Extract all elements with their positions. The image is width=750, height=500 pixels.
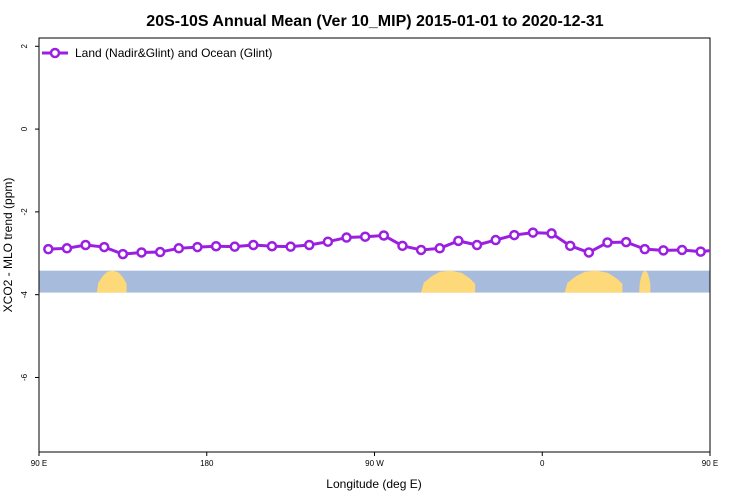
data-point xyxy=(509,229,520,241)
x-tick-label: 180 xyxy=(200,459,214,468)
data-point xyxy=(602,237,613,248)
map-ocean-band xyxy=(39,270,710,293)
x-tick-label: 90 E xyxy=(31,459,47,468)
map-land-segment xyxy=(564,270,623,293)
data-point xyxy=(98,241,110,253)
data-point xyxy=(434,243,445,254)
x-tick-label: 0 xyxy=(540,459,545,468)
data-point xyxy=(117,248,129,260)
data-point xyxy=(154,246,166,258)
data-point xyxy=(248,239,259,251)
data-point xyxy=(639,243,651,255)
y-axis-label: XCO2 - MLO trend (ppm) xyxy=(1,178,15,313)
data-point xyxy=(378,230,390,241)
series-group xyxy=(43,227,742,260)
data-point xyxy=(192,241,203,253)
map-land-segment xyxy=(421,270,476,293)
data-point xyxy=(471,239,483,251)
map-land-segment xyxy=(96,270,127,293)
legend: Land (Nadir&Glint) and Ocean (Glint) xyxy=(42,46,272,60)
data-point xyxy=(304,239,315,251)
data-point xyxy=(564,240,576,252)
data-point xyxy=(397,240,408,252)
data-point xyxy=(658,245,669,256)
data-point xyxy=(453,235,464,247)
data-point xyxy=(415,244,427,256)
data-point xyxy=(359,231,371,242)
data-point xyxy=(210,240,222,252)
data-point xyxy=(136,247,147,258)
data-point xyxy=(266,240,278,252)
data-point xyxy=(490,234,501,246)
data-point xyxy=(61,243,73,254)
legend-marker-swatch xyxy=(49,47,61,59)
y-tick-label: 2 xyxy=(20,44,29,49)
data-point xyxy=(80,239,91,251)
x-tick-label: 90 E xyxy=(702,459,718,468)
data-point xyxy=(620,236,632,248)
x-tick-label: 90 W xyxy=(365,459,384,468)
map-land-segment xyxy=(639,270,651,293)
data-point xyxy=(229,241,240,252)
data-point xyxy=(341,232,352,243)
y-tick-label: -4 xyxy=(20,291,29,299)
x-axis-label: Longitude (deg E) xyxy=(326,477,421,491)
data-point xyxy=(715,246,723,254)
data-point xyxy=(527,227,539,238)
legend-entry-label: Land (Nadir&Glint) and Ocean (Glint) xyxy=(75,46,272,60)
data-point xyxy=(43,243,54,255)
data-point xyxy=(173,243,185,254)
data-point xyxy=(695,246,706,257)
data-point xyxy=(676,244,688,256)
data-point xyxy=(285,241,296,252)
data-point xyxy=(583,247,595,258)
y-tick-label: -6 xyxy=(20,373,29,381)
data-point xyxy=(322,236,334,247)
data-point xyxy=(734,245,742,253)
chart-title: 20S-10S Annual Mean (Ver 10_MIP) 2015-01… xyxy=(146,13,604,30)
plot-area: 90 E 180 90 W 0 90 E 2 0 -2 -4 -6 xyxy=(20,37,742,468)
y-tick-label: -2 xyxy=(20,208,29,216)
map-land-group xyxy=(96,270,651,293)
data-point xyxy=(546,228,557,239)
y-tick-label: 0 xyxy=(20,126,29,131)
